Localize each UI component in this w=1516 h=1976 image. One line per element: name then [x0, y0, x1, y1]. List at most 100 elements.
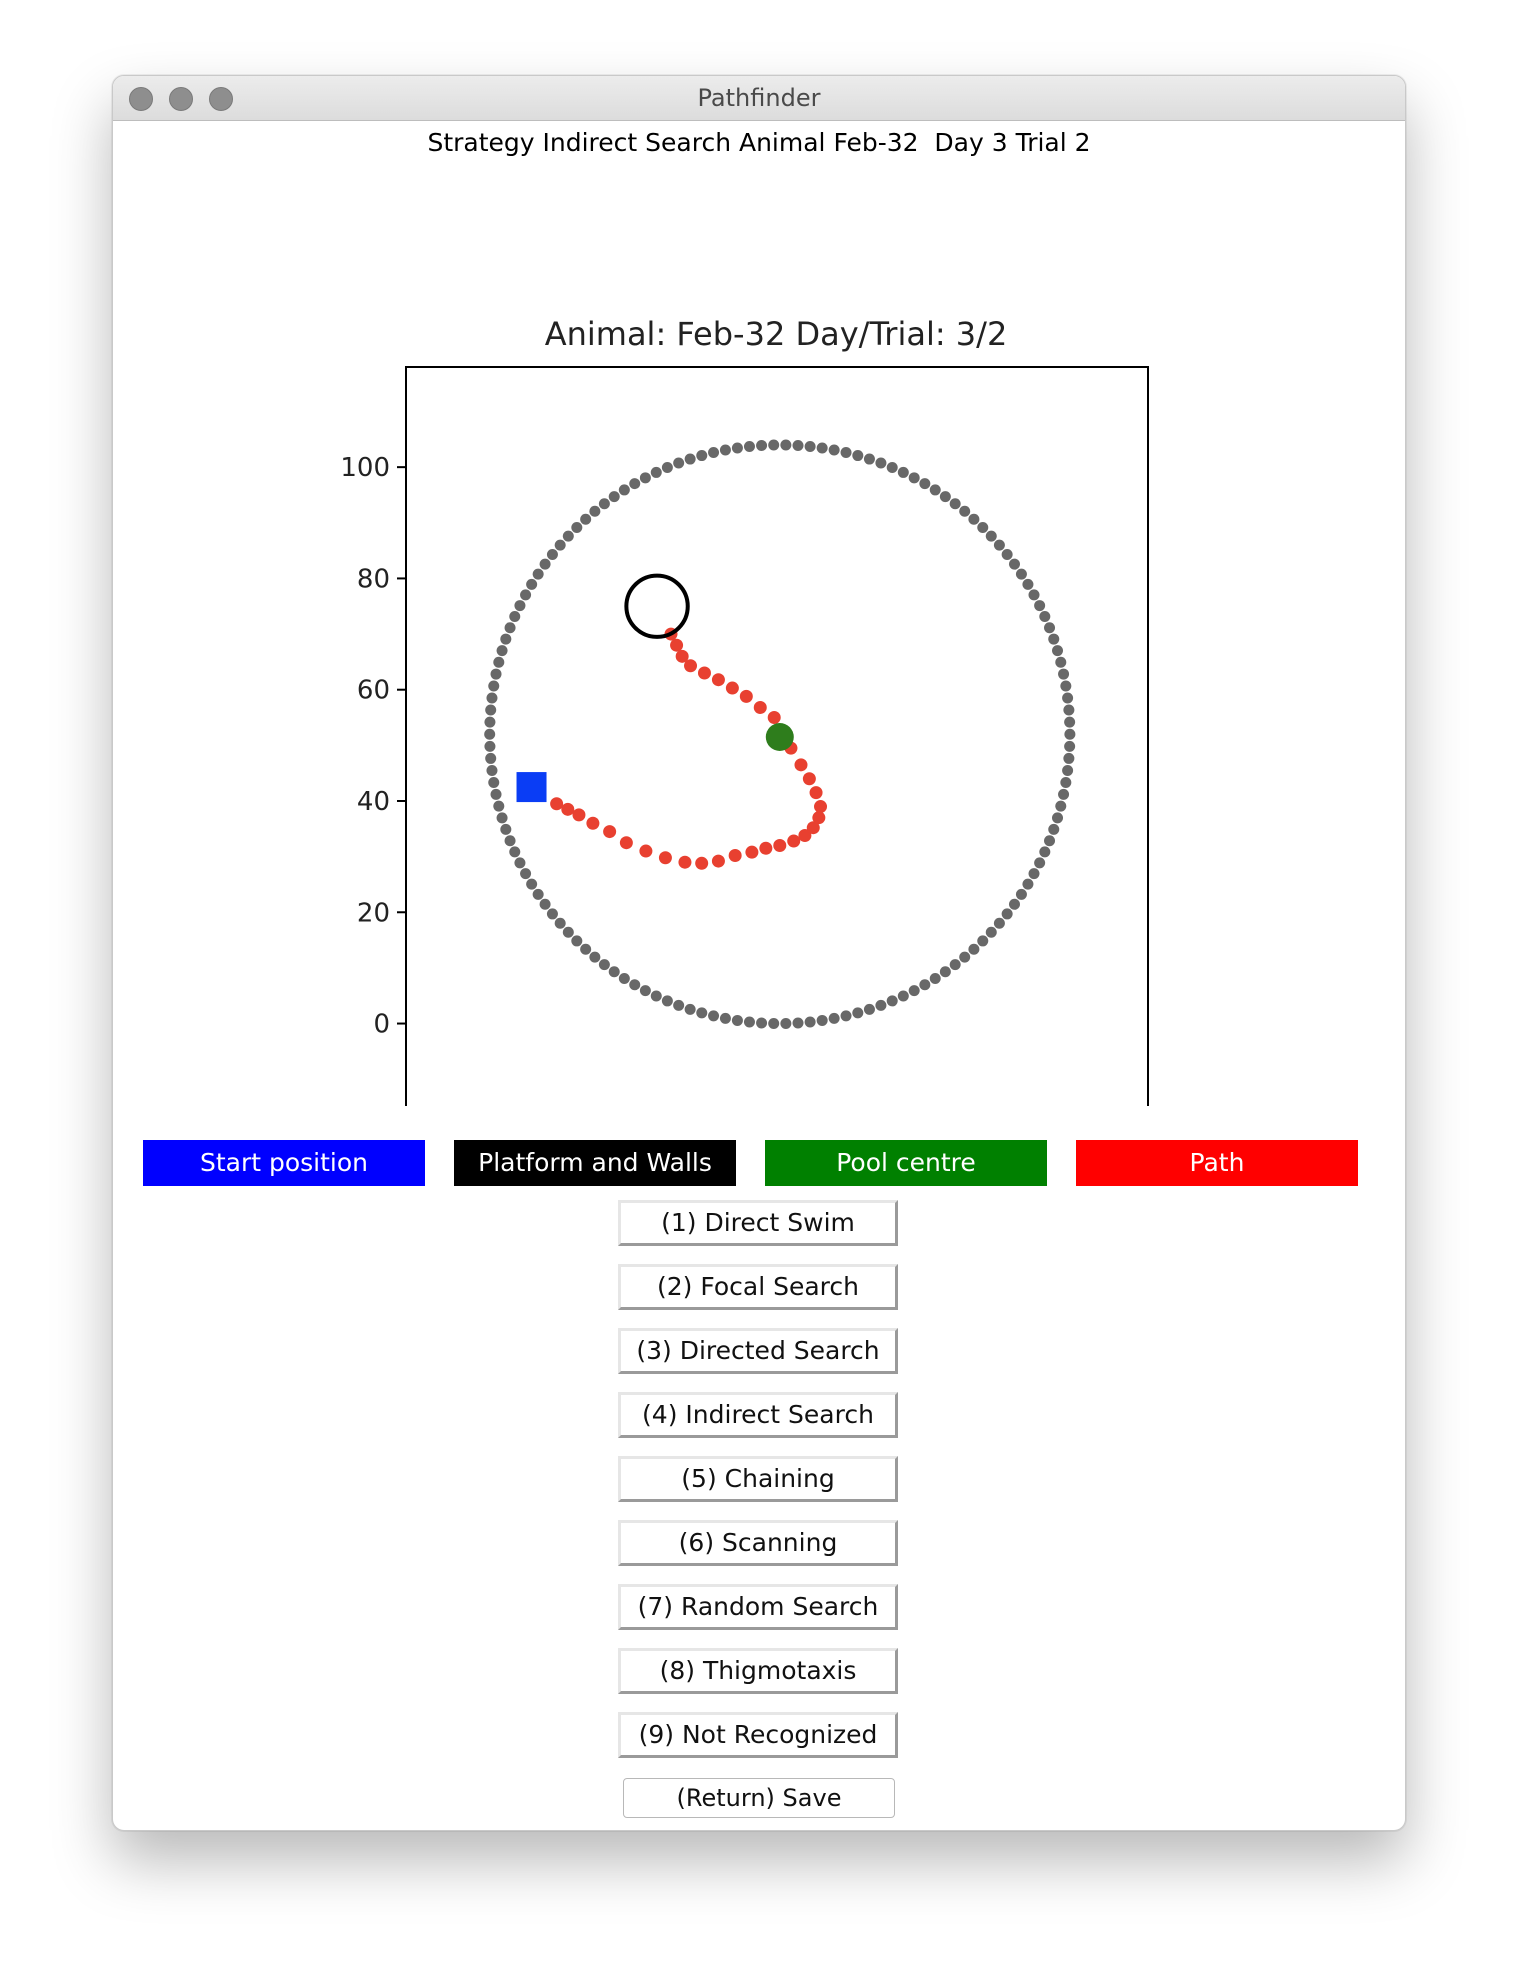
zoom-window-icon[interactable] [209, 87, 233, 111]
path-point [725, 681, 739, 695]
pool-wall-point [959, 951, 971, 963]
pool-wall-point [1039, 611, 1051, 623]
pool-wall-point [886, 995, 898, 1007]
y-tick-label: 100 [340, 453, 390, 483]
pool-wall-point [929, 484, 941, 496]
pathfinder-window: Pathfinder Strategy Indirect Search Anim… [112, 75, 1406, 1831]
pool-wall-point [1022, 878, 1034, 890]
pool-wall-point [1055, 800, 1067, 812]
pool-wall-point [650, 990, 662, 1002]
not-recognized-button[interactable]: (9) Not Recognized [618, 1712, 898, 1758]
pool-wall-point [1028, 868, 1040, 880]
pool-wall-point [1015, 888, 1027, 900]
trial-path-plot: Animal: Feb-32 Day/Trial: 3/2 0 20 40 60 80 1… [340, 315, 1149, 1106]
pool-wall-point [598, 498, 610, 510]
pool-wall-point [875, 999, 887, 1011]
path-point [711, 854, 725, 868]
title-bar[interactable]: Pathfinder [113, 76, 1405, 121]
pool-wall-point [539, 558, 551, 570]
directed-search-button[interactable]: (3) Directed Search [618, 1328, 898, 1374]
strategy-header: Strategy Indirect Search Animal Feb-32 D… [427, 128, 1091, 157]
y-tick-label: 20 [357, 898, 390, 928]
pool-wall-point [919, 478, 931, 490]
legend-platform-and-walls: Platform and Walls [454, 1140, 736, 1186]
pool-wall-point [1058, 788, 1070, 800]
save-button[interactable]: (Return) Save [623, 1778, 895, 1818]
pool-wall-point [485, 752, 497, 764]
path-point [794, 758, 808, 772]
pool-wall-point [1008, 898, 1020, 910]
pool-wall-point [1001, 908, 1013, 920]
path-point [684, 659, 698, 673]
pool-wall-point [804, 440, 816, 452]
path-point [798, 828, 812, 842]
pool-wall-point [520, 868, 532, 880]
pool-wall-point [500, 633, 512, 645]
pool-wall-point [756, 439, 768, 451]
path-point [812, 811, 826, 825]
scanning-button[interactable]: (6) Scanning [618, 1520, 898, 1566]
pool-wall-point [985, 530, 997, 542]
path-point [697, 666, 711, 680]
pool-wall-point [504, 622, 516, 634]
pool-wall-point [629, 979, 641, 991]
pool-wall-point [514, 857, 526, 869]
pool-wall-point [719, 444, 731, 456]
focal-search-button[interactable]: (2) Focal Search [618, 1264, 898, 1310]
chart-title: Animal: Feb-32 Day/Trial: 3/2 [545, 315, 1008, 353]
direct-swim-button[interactable]: (1) Direct Swim [618, 1200, 898, 1246]
pool-wall-point [554, 917, 566, 929]
pool-wall-point [589, 951, 601, 963]
pool-wall-point [500, 823, 512, 835]
pool-wall-point [886, 462, 898, 474]
path-point [639, 844, 653, 858]
pool-wall-point [939, 491, 951, 503]
path-point [711, 673, 725, 687]
pool-wall-point [526, 578, 538, 590]
pool-wall-point [1062, 764, 1074, 776]
plot-frame [405, 366, 1149, 1106]
pool-wall-point [792, 1017, 804, 1029]
path-point [619, 836, 633, 850]
pool-wall-point [639, 472, 651, 484]
pool-wall-point [1048, 633, 1060, 645]
chaining-button[interactable]: (5) Chaining [618, 1456, 898, 1502]
pool-wall-point [959, 505, 971, 517]
pool-wall-point [708, 1010, 720, 1022]
pool-wall-point [863, 453, 875, 465]
pool-wall-point [673, 457, 685, 469]
pool-wall-point [939, 966, 951, 978]
close-window-icon[interactable] [129, 87, 153, 111]
pool-wall-point [929, 973, 941, 985]
pool-wall-point [1008, 558, 1020, 570]
pool-wall-point [546, 549, 558, 561]
pool-wall-point [840, 447, 852, 459]
pool-wall-point [1064, 728, 1076, 740]
pool-wall-point [852, 1007, 864, 1019]
pool-wall-point [828, 1012, 840, 1024]
platform-marker [624, 573, 690, 639]
random-search-button[interactable]: (7) Random Search [618, 1584, 898, 1630]
thigmotaxis-button[interactable]: (8) Thigmotaxis [618, 1648, 898, 1694]
indirect-search-button[interactable]: (4) Indirect Search [618, 1392, 898, 1438]
pool-wall-point [488, 776, 500, 788]
pool-wall-point [1052, 812, 1064, 824]
pool-wall-point [1039, 846, 1051, 858]
pool-wall-point [486, 692, 498, 704]
pool-wall-point [908, 985, 920, 997]
minimize-window-icon[interactable] [169, 87, 193, 111]
pool-wall-point [1055, 656, 1067, 668]
pool-wall-point [496, 812, 508, 824]
path-point [739, 689, 753, 703]
window-title: Pathfinder [697, 84, 821, 112]
pool-wall-point [661, 995, 673, 1007]
pool-wall-point [919, 979, 931, 991]
axes-ticks: 020406080100020406080100 [340, 453, 406, 1040]
pool-wall-point [485, 704, 497, 716]
pool-wall-point [532, 888, 544, 900]
pool-wall-point [816, 1014, 828, 1026]
pool-wall-point [490, 788, 502, 800]
pool-wall-point [546, 908, 558, 920]
pool-wall-point [1044, 622, 1056, 634]
pool-wall-point [490, 668, 502, 680]
